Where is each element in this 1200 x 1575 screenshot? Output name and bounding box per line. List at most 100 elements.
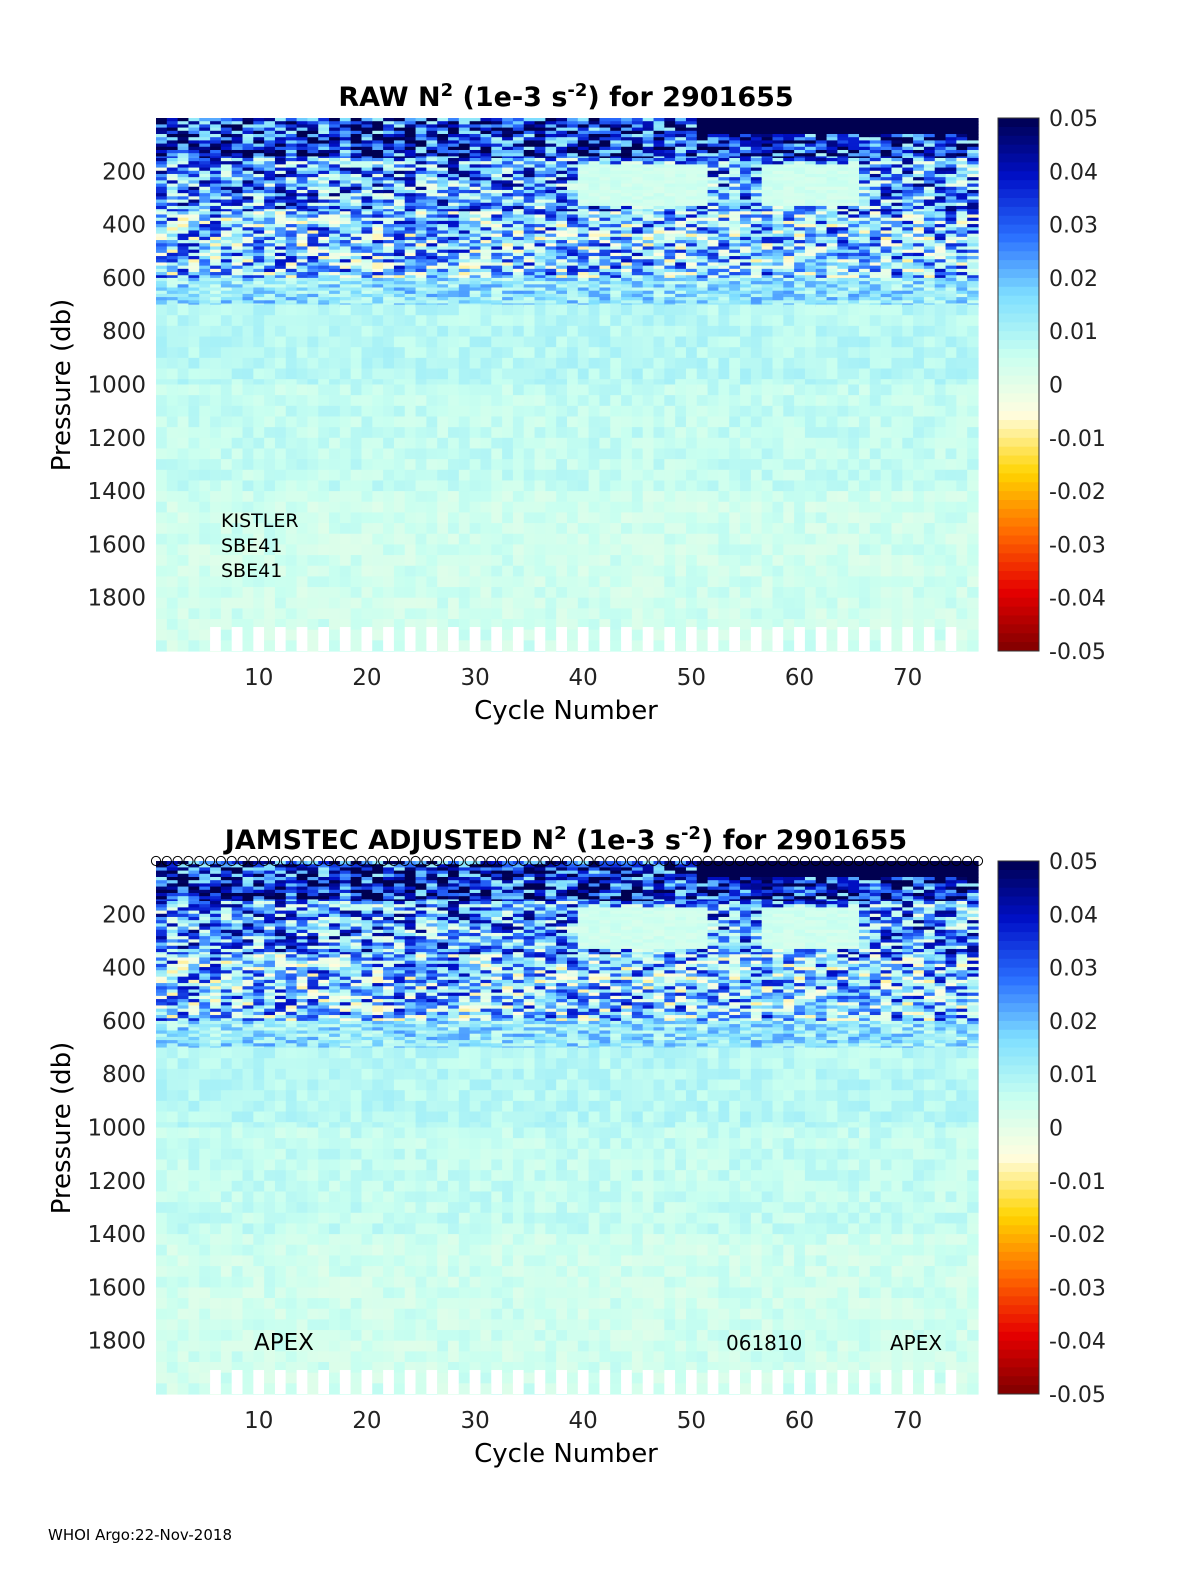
heatmap-cell: [177, 153, 190, 157]
heatmap-cell: [177, 259, 190, 264]
heatmap-cell: [285, 193, 298, 197]
heatmap-cell: [220, 491, 233, 503]
heatmap-cell: [329, 209, 341, 213]
heatmap-cell: [329, 619, 341, 631]
heatmap-cell: [210, 277, 222, 282]
heatmap-cell: [469, 325, 482, 338]
heatmap-cell: [415, 347, 427, 359]
heatmap-cell: [480, 177, 492, 181]
heatmap-cell: [220, 284, 233, 289]
heatmap-cell: [448, 256, 460, 260]
heatmap-cell: [621, 164, 633, 169]
heatmap-cell: [329, 544, 341, 556]
heatmap-cell: [545, 236, 557, 241]
heatmap-cell: [523, 469, 536, 482]
heatmap-cell: [523, 281, 536, 285]
heatmap-cell: [480, 304, 492, 316]
heatmap-cell: [469, 315, 482, 327]
heatmap-cell: [274, 243, 287, 248]
heatmap-cell: [458, 315, 471, 327]
heatmap-cell: [675, 576, 687, 588]
heatmap-cell: [307, 243, 319, 248]
heatmap-cell: [729, 121, 741, 125]
heatmap-cell: [177, 256, 190, 260]
heatmap-cell: [675, 325, 687, 338]
heatmap-cell: [393, 608, 406, 620]
heatmap-cell: [383, 149, 395, 154]
heatmap-cell: [372, 297, 384, 301]
heatmap-cell: [523, 140, 536, 145]
heatmap-cell: [685, 555, 698, 567]
heatmap-cell: [339, 167, 352, 172]
heatmap-cell: [512, 189, 525, 194]
heatmap-cell: [253, 209, 265, 213]
heatmap-cell: [556, 281, 568, 285]
heatmap-cell: [480, 533, 492, 545]
heatmap-cell: [220, 469, 233, 482]
heatmap-cell: [274, 297, 287, 301]
heatmap-cell: [718, 459, 730, 471]
heatmap-cell: [653, 297, 665, 301]
heatmap-cell: [707, 202, 720, 207]
heatmap-cell: [393, 281, 406, 285]
heatmap-cell: [296, 224, 309, 228]
heatmap-cell: [729, 157, 741, 162]
heatmap-cell: [264, 167, 276, 172]
heatmap-cell: [264, 597, 276, 609]
heatmap-cell: [545, 284, 557, 289]
heatmap-cell: [621, 395, 633, 407]
heatmap-cell: [491, 170, 503, 175]
heatmap-cell: [177, 640, 190, 652]
heatmap-cell: [361, 199, 373, 204]
heatmap-cell: [253, 533, 265, 545]
heatmap-cell: [188, 501, 200, 514]
heatmap-cell: [653, 140, 665, 145]
heatmap-cell: [437, 127, 449, 132]
heatmap-cell: [599, 249, 611, 254]
heatmap-cell: [675, 256, 687, 260]
heatmap-cell: [415, 336, 427, 348]
heatmap-cell: [231, 347, 244, 359]
heatmap-cell: [696, 252, 709, 257]
heatmap-cell: [577, 368, 590, 380]
heatmap-cell: [599, 287, 611, 292]
heatmap-cell: [610, 501, 622, 514]
heatmap-cell: [707, 249, 720, 254]
heatmap-cell: [685, 395, 698, 407]
heatmap-cell: [361, 121, 373, 125]
heatmap-cell: [177, 252, 190, 257]
heatmap-cell: [199, 544, 211, 556]
heatmap-cell: [188, 170, 200, 175]
heatmap-cell: [166, 300, 179, 305]
heatmap-cell: [383, 227, 395, 232]
heatmap-cell: [188, 523, 200, 535]
heatmap-cell: [426, 127, 438, 132]
heatmap-cell: [545, 459, 557, 471]
heatmap-cell: [188, 325, 200, 338]
heatmap-cell: [577, 297, 590, 301]
heatmap-cell: [696, 193, 709, 197]
heatmap-cell: [567, 640, 579, 652]
heatmap-cell: [707, 259, 720, 264]
heatmap-cell: [415, 587, 427, 599]
heatmap-cell: [404, 277, 417, 282]
heatmap-cell: [199, 193, 211, 197]
heatmap-cell: [621, 262, 633, 267]
heatmap-cell: [426, 149, 438, 154]
heatmap-cell: [480, 281, 492, 285]
heatmap-cell: [264, 161, 276, 165]
heatmap-cell: [307, 275, 319, 280]
heatmap-cell: [675, 336, 687, 348]
heatmap-cell: [220, 576, 233, 588]
heatmap-cell: [166, 597, 179, 609]
heatmap-cell: [264, 173, 276, 178]
heatmap-cell: [707, 576, 720, 588]
heatmap-cell: [339, 491, 352, 503]
heatmap-cell: [448, 304, 460, 316]
heatmap-cell: [264, 211, 276, 216]
heatmap-cell: [415, 368, 427, 380]
heatmap-cell: [653, 459, 665, 471]
heatmap-cell: [307, 133, 319, 138]
heatmap-cell: [264, 153, 276, 157]
heatmap-cell: [242, 167, 254, 172]
